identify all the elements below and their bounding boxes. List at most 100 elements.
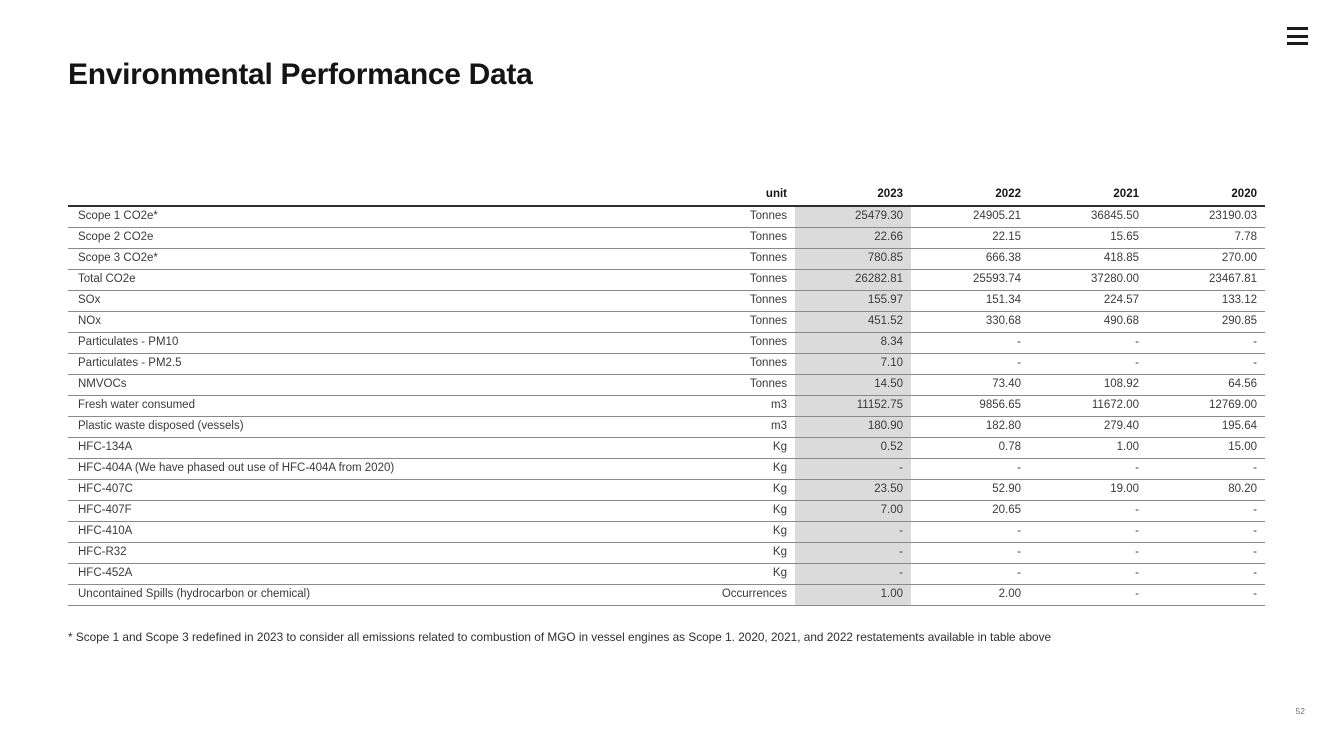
value-cell-2021: - <box>1029 563 1147 585</box>
value-cell-2021: - <box>1029 584 1147 606</box>
value-cell-2020: 80.20 <box>1147 479 1265 501</box>
table-body: Scope 1 CO2e* Tonnes 25479.30 24905.21 36845… <box>68 206 1265 606</box>
row-label: Fresh water consumed <box>68 395 705 417</box>
table-row: Scope 1 CO2e* Tonnes 25479.30 24905.21 36845… <box>68 206 1265 228</box>
value-cell-2021: - <box>1029 542 1147 564</box>
table-row: Scope 3 CO2e* Tonnes 780.85 666.38 418.85 270… <box>68 248 1265 270</box>
unit-cell: m3 <box>705 416 795 438</box>
table-row: HFC-407F Kg 7.00 20.65- - <box>68 500 1265 522</box>
column-header-2021: 2021 <box>1029 186 1147 207</box>
unit-cell: Kg <box>705 542 795 564</box>
value-cell-2020: - <box>1147 521 1265 543</box>
value-cell-2023: 23.50 <box>795 479 911 501</box>
column-header-unit: unit <box>705 186 795 207</box>
value-cell-2023: 1.00 <box>795 584 911 606</box>
value-cell-2022: 9856.65 <box>911 395 1029 417</box>
table-row: Total CO2e Tonnes 26282.81 25593.74 37280.00… <box>68 269 1265 291</box>
value-cell-2020: 15.00 <box>1147 437 1265 459</box>
value-cell-2021: - <box>1029 353 1147 375</box>
table-row: HFC-404A (We have phased out use of HFC-… <box>68 458 1265 480</box>
table-row: SOx Tonnes 155.97 151.34 224.57 133.12 <box>68 290 1265 312</box>
value-cell-2022: - <box>911 332 1029 354</box>
value-cell-2022: 151.34 <box>911 290 1029 312</box>
table-row: HFC-452A Kg - - - - <box>68 563 1265 585</box>
value-cell-2022: 73.40 <box>911 374 1029 396</box>
table-row: Uncontained Spills (hydrocarbon or chemi… <box>68 584 1265 606</box>
table-row: HFC-407C Kg 23.50 52.90 19.00 80.20 <box>68 479 1265 501</box>
value-cell-2022: - <box>911 458 1029 480</box>
unit-cell: Tonnes <box>705 269 795 291</box>
table-row: Scope 2 CO2e Tonnes 22.66 22.15 15.65 7.78 <box>68 227 1265 249</box>
value-cell-2023: 7.00 <box>795 500 911 522</box>
value-cell-2022: 182.80 <box>911 416 1029 438</box>
page-title: Environmental Performance Data <box>68 58 533 91</box>
unit-cell: Kg <box>705 500 795 522</box>
row-label: Scope 3 CO2e* <box>68 248 705 270</box>
value-cell-2021: 1.00 <box>1029 437 1147 459</box>
value-cell-2020: - <box>1147 353 1265 375</box>
environmental-data-table: unit 2023 2022 2021 2020 Scope 1 CO2e* To… <box>68 186 1265 606</box>
value-cell-2023: - <box>795 521 911 543</box>
row-label: Particulates - PM2.5 <box>68 353 705 375</box>
value-cell-2023: 26282.81 <box>795 269 911 291</box>
value-cell-2021: 490.68 <box>1029 311 1147 333</box>
row-label: HFC-407C <box>68 479 705 501</box>
value-cell-2023: 22.66 <box>795 227 911 249</box>
unit-cell: Tonnes <box>705 290 795 312</box>
table-row: Particulates - PM2.5 Tonnes 7.10- - - <box>68 353 1265 375</box>
unit-cell: Kg <box>705 437 795 459</box>
value-cell-2020: 270.00 <box>1147 248 1265 270</box>
table-row: HFC-410A Kg - - - - <box>68 521 1265 543</box>
value-cell-2021: - <box>1029 521 1147 543</box>
value-cell-2023: - <box>795 542 911 564</box>
value-cell-2020: - <box>1147 563 1265 585</box>
table-row: Plastic waste disposed (vessels) m3 180.90… <box>68 416 1265 438</box>
footnote: * Scope 1 and Scope 3 redefined in 2023 … <box>68 630 1052 644</box>
row-label: Scope 1 CO2e* <box>68 206 705 228</box>
table-row: NMVOCs Tonnes 14.50 73.40 108.92 64.56 <box>68 374 1265 396</box>
value-cell-2022: 2.00 <box>911 584 1029 606</box>
value-cell-2020: - <box>1147 542 1265 564</box>
unit-cell: Tonnes <box>705 311 795 333</box>
row-label: NOx <box>68 311 705 333</box>
value-cell-2023: 0.52 <box>795 437 911 459</box>
value-cell-2023: 8.34 <box>795 332 911 354</box>
table-row: Particulates - PM10 Tonnes 8.34- - - <box>68 332 1265 354</box>
value-cell-2020: 12769.00 <box>1147 395 1265 417</box>
value-cell-2021: 108.92 <box>1029 374 1147 396</box>
page-number: 52 <box>1295 706 1305 716</box>
value-cell-2023: 11152.75 <box>795 395 911 417</box>
value-cell-2021: 37280.00 <box>1029 269 1147 291</box>
unit-cell: Tonnes <box>705 206 795 228</box>
value-cell-2021: 19.00 <box>1029 479 1147 501</box>
menu-button[interactable] <box>1287 27 1308 45</box>
value-cell-2022: - <box>911 521 1029 543</box>
value-cell-2023: 25479.30 <box>795 206 911 228</box>
row-label: HFC-452A <box>68 563 705 585</box>
unit-cell: Tonnes <box>705 332 795 354</box>
value-cell-2023: 7.10 <box>795 353 911 375</box>
row-label: HFC-134A <box>68 437 705 459</box>
unit-cell: Tonnes <box>705 353 795 375</box>
value-cell-2022: 24905.21 <box>911 206 1029 228</box>
value-cell-2023: 780.85 <box>795 248 911 270</box>
value-cell-2022: 0.78 <box>911 437 1029 459</box>
value-cell-2022: 666.38 <box>911 248 1029 270</box>
value-cell-2022: 330.68 <box>911 311 1029 333</box>
value-cell-2020: - <box>1147 584 1265 606</box>
unit-cell: Occurrences <box>705 584 795 606</box>
column-header-2023: 2023 <box>795 186 911 207</box>
value-cell-2023: - <box>795 563 911 585</box>
row-label: Scope 2 CO2e <box>68 227 705 249</box>
value-cell-2021: 11672.00 <box>1029 395 1147 417</box>
value-cell-2022: 52.90 <box>911 479 1029 501</box>
row-label: Uncontained Spills (hydrocarbon or chemi… <box>68 584 705 606</box>
row-label: HFC-R32 <box>68 542 705 564</box>
value-cell-2022: - <box>911 353 1029 375</box>
value-cell-2022: 25593.74 <box>911 269 1029 291</box>
value-cell-2021: - <box>1029 458 1147 480</box>
row-label: HFC-410A <box>68 521 705 543</box>
value-cell-2021: 224.57 <box>1029 290 1147 312</box>
value-cell-2022: - <box>911 563 1029 585</box>
